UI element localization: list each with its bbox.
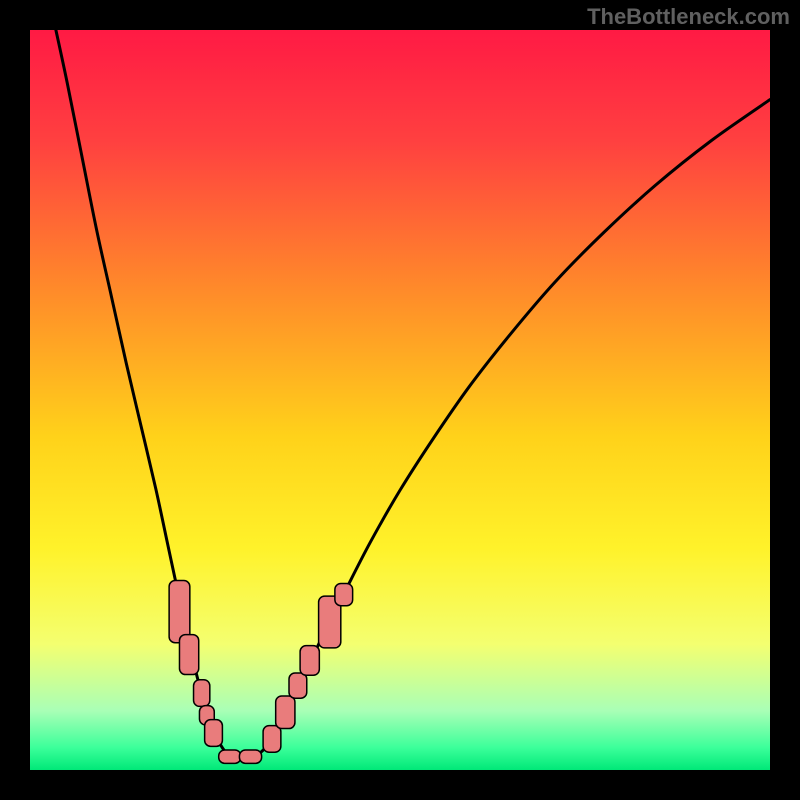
data-marker (194, 680, 210, 707)
bottleneck-chart (30, 30, 770, 770)
chart-frame: TheBottleneck.com (0, 0, 800, 800)
data-marker (205, 720, 223, 747)
data-marker (179, 635, 198, 675)
data-marker (335, 584, 353, 606)
data-marker (239, 750, 261, 763)
data-marker (300, 646, 319, 676)
data-marker (219, 750, 241, 763)
data-marker (289, 673, 307, 698)
data-marker (263, 726, 281, 753)
data-marker (276, 696, 295, 729)
data-marker (169, 581, 190, 643)
watermark-text: TheBottleneck.com (587, 4, 790, 30)
